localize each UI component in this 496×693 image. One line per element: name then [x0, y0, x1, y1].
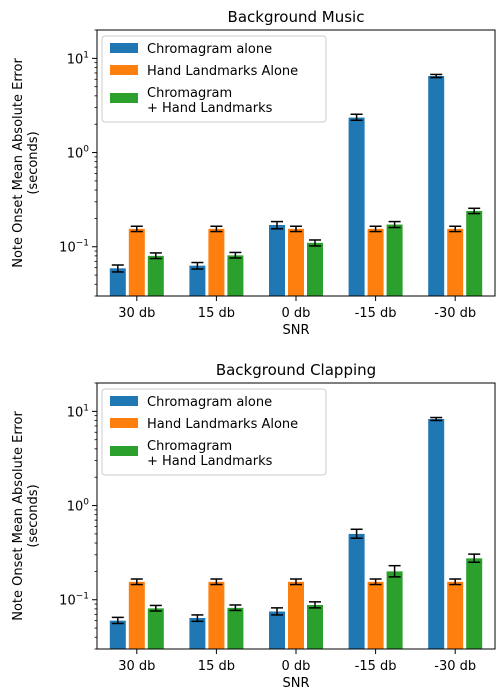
chart-title: Background Music — [228, 8, 365, 26]
legend-label: Hand Landmarks Alone — [147, 417, 298, 432]
legend-label: + Hand Landmarks — [147, 454, 273, 469]
bar — [428, 75, 445, 296]
bar — [227, 607, 244, 649]
bar — [466, 210, 483, 296]
x-axis-label: SNR — [282, 323, 309, 338]
bar — [447, 581, 464, 649]
bar — [428, 418, 445, 649]
bar — [208, 228, 225, 296]
bar — [227, 255, 244, 296]
legend-swatch — [110, 446, 138, 456]
x-tick-label: 15 db — [198, 659, 235, 674]
bar — [288, 228, 304, 296]
x-tick-label: 30 db — [118, 306, 155, 321]
y-axis-label: Note Onset Mean Absolute Error — [11, 58, 26, 268]
legend-swatch — [110, 65, 138, 75]
legend-label: Chromagram alone — [147, 42, 272, 57]
bar — [348, 117, 365, 296]
bar — [348, 533, 365, 649]
bar — [208, 581, 225, 649]
bar — [307, 242, 323, 296]
y-axis-label: (seconds) — [26, 484, 41, 547]
legend-swatch — [110, 418, 138, 428]
chart-background-clapping: Background Clapping 10−1 100 101 30 db 15 db 0… — [11, 361, 496, 691]
x-axis-label: SNR — [282, 676, 309, 691]
bar — [386, 571, 403, 649]
legend-swatch — [110, 396, 138, 406]
bar — [307, 604, 323, 649]
x-tick-label: -30 db — [434, 659, 476, 674]
x-tick-label: -15 db — [355, 306, 397, 321]
x-tick-label: 0 db — [282, 306, 311, 321]
bar — [447, 228, 464, 296]
bar — [367, 228, 384, 296]
y-tick-label: 10−1 — [59, 592, 89, 609]
bar — [269, 225, 285, 296]
chart-title: Background Clapping — [216, 361, 376, 379]
y-tick-label: 101 — [67, 50, 89, 67]
x-tick-label: -15 db — [355, 659, 397, 674]
legend-box — [101, 35, 327, 123]
bar — [147, 608, 164, 649]
legend-swatch — [110, 93, 138, 103]
x-tick-label: 15 db — [198, 306, 235, 321]
bar — [128, 581, 145, 649]
y-tick-label: 10−1 — [59, 239, 89, 256]
legend-label: + Hand Landmarks — [147, 101, 273, 116]
legend-label: Chromagram — [147, 439, 232, 454]
y-tick-label: 100 — [67, 145, 90, 162]
legend-box — [101, 388, 327, 476]
y-axis-label: (seconds) — [26, 131, 41, 194]
bar — [269, 611, 285, 649]
legend-label: Chromagram alone — [147, 395, 272, 410]
bar — [128, 228, 145, 296]
x-tick-label: -30 db — [434, 306, 476, 321]
x-tick-label: 30 db — [118, 659, 155, 674]
y-tick-label: 100 — [67, 498, 90, 515]
x-tick-label: 0 db — [282, 659, 311, 674]
bar — [189, 618, 206, 649]
bar — [109, 620, 126, 649]
y-axis-label: Note Onset Mean Absolute Error — [11, 411, 26, 621]
legend-label: Chromagram — [147, 86, 232, 101]
bar — [367, 581, 384, 649]
bar — [288, 581, 304, 649]
chart-background-music: Background Music 10−1 100 101 30 db 15 db 0 db… — [11, 8, 496, 338]
legend-label: Hand Landmarks Alone — [147, 64, 298, 79]
bar — [147, 255, 164, 296]
y-tick-label: 101 — [67, 403, 89, 420]
bar — [466, 558, 483, 649]
bar — [189, 265, 206, 296]
bar — [109, 268, 126, 296]
legend-swatch — [110, 43, 138, 53]
bar — [386, 224, 403, 296]
